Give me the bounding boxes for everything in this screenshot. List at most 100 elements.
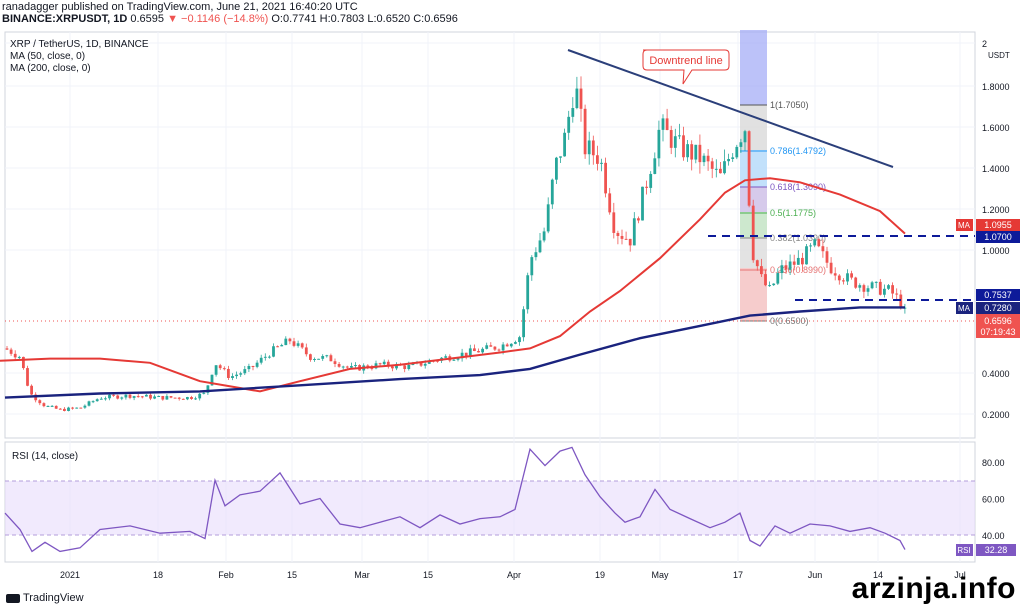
candle-body — [325, 355, 329, 357]
candle-body — [600, 162, 603, 164]
candle-body — [395, 364, 398, 369]
candle-body — [46, 405, 50, 407]
main-pane — [4, 31, 976, 439]
candle-body — [657, 129, 661, 159]
candle-body — [854, 277, 858, 288]
candle-body — [719, 168, 722, 174]
candle-body — [575, 88, 579, 109]
rsi-title: RSI (14, close) — [12, 451, 78, 462]
ma-tag-bottom-label — [956, 302, 973, 314]
candle-body — [9, 349, 13, 354]
candle-body — [678, 135, 681, 137]
candle-body — [243, 369, 247, 374]
candle-body — [641, 186, 644, 221]
fib-label: 0.618(1.3090) — [770, 182, 826, 192]
candle-body — [473, 348, 476, 352]
candle-body — [501, 344, 505, 351]
candle-body — [747, 131, 751, 206]
candle-body — [624, 238, 628, 240]
candle-body — [587, 140, 591, 155]
candle-body — [280, 345, 284, 347]
candle-body — [206, 385, 210, 393]
publish-info: ranadagger published on TradingView.com,… — [2, 1, 358, 13]
time-tick: 19 — [595, 570, 605, 580]
time-tick: 15 — [287, 570, 297, 580]
candle-body — [669, 130, 673, 148]
candle-body — [419, 362, 423, 366]
candle-body — [321, 356, 325, 359]
candle-body — [259, 357, 263, 363]
candle-body — [616, 232, 620, 236]
candle-body — [181, 398, 185, 400]
candle-body — [468, 348, 472, 356]
candle-body — [883, 288, 886, 295]
candle-body — [42, 403, 46, 407]
candle-body — [809, 245, 812, 247]
candle-body — [829, 262, 833, 274]
candle-body — [165, 396, 169, 400]
candle-body — [550, 179, 554, 205]
candle-body — [79, 407, 83, 409]
candle-body — [801, 257, 804, 265]
candle-body — [157, 395, 161, 397]
candle-body — [522, 309, 525, 338]
tradingview-logo[interactable]: TradingView — [6, 592, 84, 604]
price-tick: 1.6000 — [982, 123, 1010, 133]
candle-body — [104, 398, 107, 400]
candle-body — [284, 338, 288, 346]
candle-body — [509, 343, 513, 347]
candle-body — [895, 293, 899, 295]
candle-body — [690, 144, 694, 160]
candle-body — [300, 343, 304, 348]
candle-body — [354, 365, 357, 367]
candle-body — [842, 280, 845, 282]
chart-title: XRP / TetherUS, 1D, BINANCE — [10, 39, 149, 50]
candle-body — [124, 394, 128, 398]
candle-body — [276, 346, 279, 348]
candle-body — [190, 397, 193, 399]
candle-body — [546, 204, 550, 232]
candle-body — [891, 285, 894, 294]
candle-body — [296, 343, 300, 346]
unit-label: USDT — [988, 51, 1010, 60]
time-tick: 17 — [733, 570, 743, 580]
candle-body — [22, 356, 25, 369]
candle-body — [202, 392, 206, 394]
candle-body — [731, 157, 735, 159]
time-tick: May — [651, 570, 669, 580]
rsi-band — [5, 481, 975, 535]
ma-top-value: 1.0955 — [984, 220, 1012, 230]
rsi-tag-label — [956, 544, 973, 556]
candle-body — [813, 239, 817, 246]
ma200-line — [4, 306, 905, 399]
candle-body — [805, 246, 808, 265]
candle-body — [198, 393, 202, 399]
candle-body — [370, 368, 374, 370]
candle-body — [194, 398, 197, 400]
candle-body — [559, 156, 562, 158]
price-tick: 2 — [982, 39, 987, 49]
symbol-ohlc-line: BINANCE:XRPUSDT, 1D 0.6595 ▼ −0.1146 (−1… — [2, 13, 458, 25]
price-tick: 0.4000 — [982, 369, 1010, 379]
candle-body — [764, 274, 767, 286]
candle-body — [5, 348, 9, 350]
svg-text:MA: MA — [958, 304, 971, 313]
candle-body — [210, 374, 214, 386]
price-tick: 1.2000 — [982, 205, 1010, 215]
candle-body — [727, 158, 730, 162]
level-top-value: 1.0700 — [984, 232, 1012, 242]
candle-body — [751, 205, 755, 261]
candle-body — [534, 252, 538, 258]
symbol: BINANCE:XRPUSDT, 1D — [2, 13, 128, 25]
candle-body — [63, 408, 66, 411]
candle-body — [140, 396, 144, 398]
time-tick: Jul — [954, 570, 966, 580]
price-tick: 1.8000 — [982, 82, 1010, 92]
candle-body — [739, 142, 743, 147]
candle-body — [218, 365, 222, 369]
ma-bottom-value: 0.7280 — [984, 303, 1012, 313]
candle-body — [874, 281, 878, 283]
ma50-line — [0, 177, 906, 393]
candle-body — [850, 273, 853, 278]
